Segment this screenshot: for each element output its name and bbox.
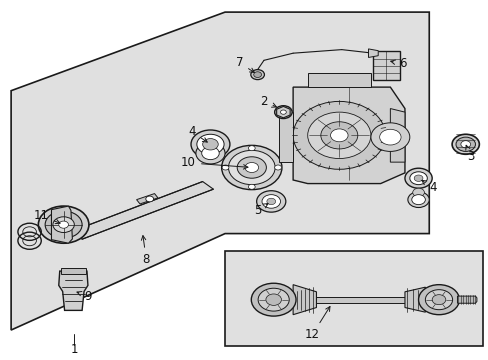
- Polygon shape: [404, 287, 425, 312]
- Circle shape: [418, 285, 458, 315]
- Circle shape: [53, 217, 74, 233]
- Circle shape: [251, 283, 295, 316]
- Circle shape: [407, 192, 428, 207]
- Bar: [61, 268, 85, 274]
- Circle shape: [145, 196, 153, 202]
- Circle shape: [191, 130, 229, 158]
- Circle shape: [201, 147, 219, 159]
- Circle shape: [404, 168, 431, 188]
- Circle shape: [202, 139, 218, 150]
- Circle shape: [379, 129, 400, 145]
- Circle shape: [196, 143, 224, 164]
- Text: 10: 10: [181, 156, 247, 169]
- Text: 2: 2: [260, 95, 276, 108]
- Text: 4: 4: [188, 125, 207, 142]
- Circle shape: [330, 129, 347, 142]
- Text: 6: 6: [390, 57, 406, 71]
- Circle shape: [221, 145, 282, 190]
- Circle shape: [280, 110, 286, 114]
- Polygon shape: [59, 271, 88, 310]
- Circle shape: [431, 295, 445, 305]
- Circle shape: [222, 165, 228, 170]
- Polygon shape: [51, 206, 72, 243]
- Circle shape: [274, 106, 291, 118]
- Circle shape: [413, 175, 422, 181]
- Bar: [268, 297, 428, 302]
- Polygon shape: [457, 296, 476, 303]
- Polygon shape: [71, 181, 213, 239]
- Circle shape: [197, 134, 224, 154]
- Circle shape: [265, 294, 281, 305]
- Circle shape: [45, 211, 82, 238]
- Circle shape: [292, 102, 385, 169]
- Polygon shape: [224, 251, 482, 346]
- Polygon shape: [136, 194, 158, 204]
- Circle shape: [411, 195, 425, 204]
- Polygon shape: [292, 285, 316, 315]
- Circle shape: [250, 69, 264, 80]
- Text: 8: 8: [141, 236, 150, 266]
- Polygon shape: [389, 109, 404, 162]
- Circle shape: [228, 150, 275, 185]
- Text: 11: 11: [34, 209, 60, 224]
- Circle shape: [460, 141, 469, 148]
- Circle shape: [253, 72, 261, 77]
- Circle shape: [320, 122, 357, 149]
- Text: 3: 3: [465, 145, 473, 163]
- Circle shape: [425, 290, 452, 310]
- Circle shape: [266, 198, 275, 204]
- Polygon shape: [278, 112, 292, 162]
- Circle shape: [307, 112, 370, 158]
- Polygon shape: [292, 87, 404, 184]
- Circle shape: [38, 206, 89, 243]
- Circle shape: [370, 123, 409, 152]
- Circle shape: [274, 165, 281, 170]
- Circle shape: [248, 146, 255, 151]
- Polygon shape: [372, 51, 399, 80]
- Circle shape: [258, 288, 288, 311]
- Circle shape: [451, 134, 478, 154]
- Text: 1: 1: [70, 343, 78, 356]
- Circle shape: [244, 162, 258, 172]
- Circle shape: [262, 195, 280, 208]
- Text: 4: 4: [421, 180, 436, 194]
- Polygon shape: [11, 12, 428, 330]
- Polygon shape: [276, 107, 289, 118]
- Circle shape: [409, 172, 427, 185]
- Text: 9: 9: [77, 289, 91, 303]
- Text: 12: 12: [305, 306, 329, 341]
- Polygon shape: [368, 49, 377, 58]
- Circle shape: [248, 184, 255, 189]
- Circle shape: [59, 221, 68, 228]
- Polygon shape: [307, 73, 370, 87]
- Circle shape: [412, 188, 424, 197]
- Text: 5: 5: [253, 203, 267, 217]
- Circle shape: [256, 191, 285, 212]
- Circle shape: [455, 137, 474, 152]
- Circle shape: [237, 157, 266, 178]
- Text: 7: 7: [235, 56, 254, 72]
